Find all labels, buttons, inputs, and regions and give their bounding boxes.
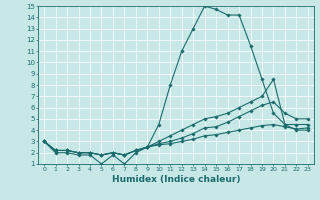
X-axis label: Humidex (Indice chaleur): Humidex (Indice chaleur): [112, 175, 240, 184]
